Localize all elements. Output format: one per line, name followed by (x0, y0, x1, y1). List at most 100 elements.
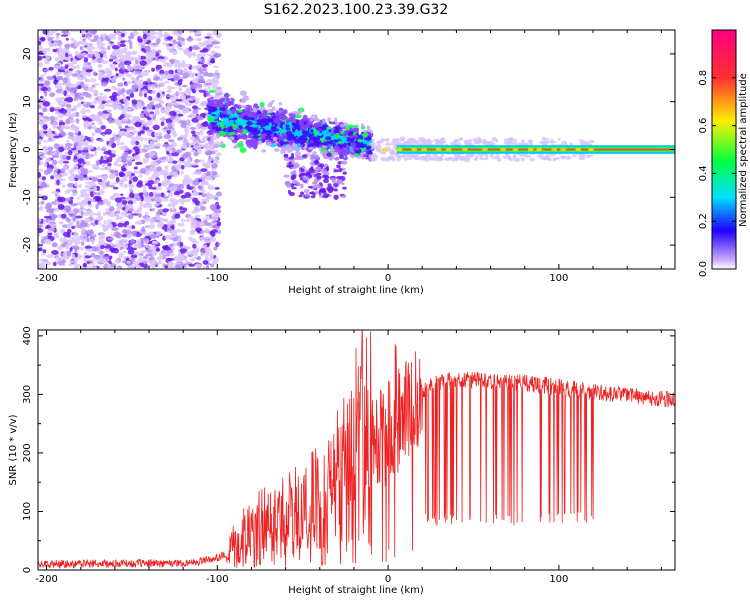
heatmap-cell (334, 132, 340, 138)
heatmap-cell (137, 38, 143, 43)
heatmap-cell (115, 73, 119, 77)
heatmap-cell (248, 132, 252, 138)
heatmap-cell (159, 100, 165, 104)
heatmap-cell (112, 75, 119, 80)
heatmap-cell (123, 60, 132, 66)
heatmap-cell (251, 139, 259, 145)
heatmap-cell (313, 184, 319, 188)
heatmap-cell (572, 153, 577, 157)
heatmap-cell (404, 157, 408, 161)
heatmap-cell (367, 152, 373, 155)
heatmap-cell (115, 104, 122, 110)
heatmap-cell (129, 41, 133, 46)
heatmap-cell (541, 136, 546, 141)
heatmap-cell (42, 176, 46, 181)
heatmap-cell (42, 101, 51, 107)
heatmap-cell (282, 124, 286, 130)
heatmap-cell (265, 135, 272, 139)
heatmap-cell (38, 141, 41, 145)
heatmap-cell (169, 197, 176, 203)
heatmap-cell (53, 166, 59, 171)
heatmap-cell (202, 71, 209, 77)
heatmap-cell (117, 89, 125, 95)
heatmap-cell (213, 85, 219, 91)
heatmap-cell (87, 200, 92, 205)
heatmap-cell (137, 264, 142, 269)
heatmap-cell (390, 141, 395, 146)
heatmap-cell (45, 47, 51, 52)
heatmap-cell (188, 263, 196, 267)
heatmap-cell (180, 200, 185, 205)
heatmap-cell (68, 263, 73, 267)
heatmap-cell (65, 103, 72, 109)
heatmap-cell (120, 40, 125, 44)
heatmap-cell (87, 36, 91, 41)
heatmap-cell (169, 186, 177, 192)
heatmap-cell (148, 95, 153, 101)
heatmap-cell (491, 136, 498, 142)
heatmap-cell (71, 253, 76, 260)
heatmap-cell (160, 121, 165, 127)
heatmap-cell (109, 195, 117, 201)
heatmap-cell (57, 196, 62, 202)
heatmap-cell (53, 143, 60, 149)
heatmap-cell (114, 67, 118, 72)
heatmap-cell (122, 157, 127, 163)
heatmap-cell (127, 265, 135, 269)
heatmap-cell (188, 30, 194, 34)
heatmap-cell (272, 136, 278, 141)
heatmap-cell (82, 107, 86, 111)
heatmap-cell (77, 149, 82, 154)
heatmap-cell (238, 114, 244, 119)
heatmap-cell (104, 104, 110, 107)
heatmap-cell (71, 65, 77, 70)
heatmap-cell (145, 70, 150, 74)
heatmap-cell (154, 82, 158, 88)
heatmap-cell (510, 141, 518, 145)
heatmap-cell (212, 74, 216, 79)
heatmap-cell (196, 116, 204, 121)
heatmap-cell (210, 50, 217, 54)
heatmap-cell (179, 255, 187, 261)
heatmap-cell (62, 255, 70, 260)
heatmap-cell (176, 45, 180, 49)
heatmap-cell (285, 119, 289, 124)
heatmap-cell (106, 100, 115, 104)
heatmap-cell (188, 236, 193, 241)
heatmap-cell (62, 231, 71, 238)
heatmap-cell (271, 106, 276, 112)
heatmap-cell (112, 266, 120, 269)
heatmap-cell (463, 142, 469, 145)
heatmap-cell (336, 176, 342, 180)
heatmap-cell (85, 181, 93, 185)
heatmap-cell (106, 219, 112, 223)
heatmap-cell (168, 265, 176, 269)
y-tick-label: 0 (22, 567, 33, 573)
heatmap-cell (80, 241, 85, 247)
heatmap-cell (127, 208, 134, 213)
heatmap-cell (291, 186, 297, 190)
heatmap-cell (433, 155, 440, 158)
heatmap-cell (207, 116, 215, 123)
heatmap-cell (192, 243, 197, 249)
heatmap-cell (47, 232, 53, 236)
heatmap-cell (85, 152, 90, 156)
heatmap-cell (179, 94, 187, 100)
heatmap-cell (326, 152, 332, 157)
heatmap-cell (178, 87, 183, 92)
heatmap-cell (435, 147, 442, 152)
heatmap-cell (54, 72, 59, 76)
heatmap-cell (110, 247, 118, 251)
heatmap-cell (182, 72, 190, 78)
heatmap-cell (148, 192, 154, 197)
heatmap-cell (206, 32, 213, 37)
heatmap-cell (199, 101, 208, 107)
heatmap-cell (544, 140, 551, 144)
heatmap-cell (213, 161, 220, 164)
heatmap-cell (271, 99, 275, 103)
heatmap-cell (333, 157, 340, 161)
heatmap-cell (272, 128, 280, 132)
heatmap-cell (94, 115, 99, 119)
heatmap-cell (118, 36, 123, 41)
heatmap-cell (149, 113, 155, 117)
